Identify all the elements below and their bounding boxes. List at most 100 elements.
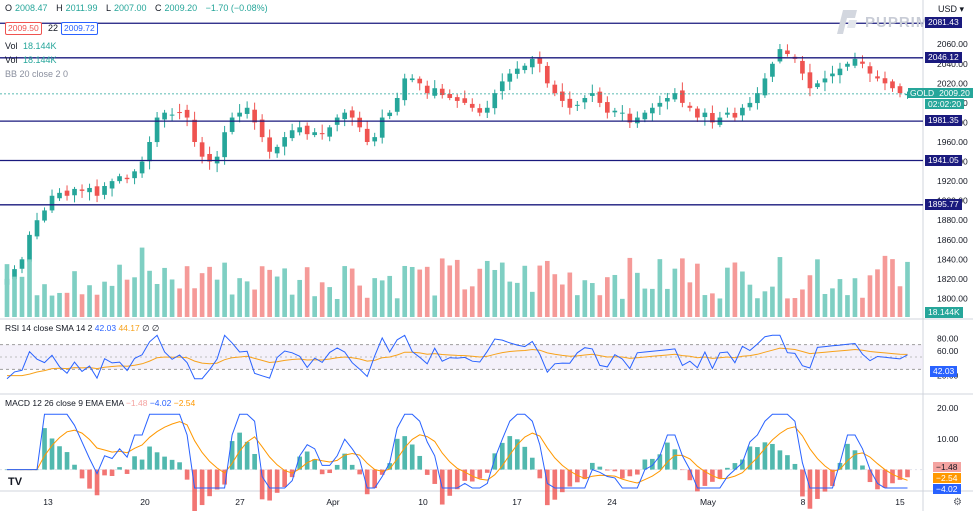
candle-body <box>64 190 70 196</box>
volume-bar <box>620 298 625 317</box>
currency-selector[interactable]: USD ▾ <box>938 4 964 15</box>
bb-indicator-label[interactable]: BB 20 close 2 0 <box>5 69 69 79</box>
candle-body <box>589 93 595 96</box>
volume-bar <box>199 273 205 317</box>
macd-hist-bar <box>807 469 813 509</box>
candle-body <box>559 91 565 101</box>
volume-bar <box>364 297 370 317</box>
macd-hist-bar <box>57 446 62 470</box>
candle-body <box>800 60 805 74</box>
volume-bar <box>394 298 400 317</box>
volume-bar <box>822 293 828 317</box>
volume-bar <box>162 267 167 317</box>
volume-bar <box>109 285 115 317</box>
candle-body <box>87 187 92 193</box>
candle-body <box>867 66 873 74</box>
macd-hist-bar <box>447 469 453 496</box>
candle-body <box>529 58 535 68</box>
candle-body <box>109 181 115 189</box>
volume-bar <box>499 262 505 317</box>
volume-bar <box>57 292 62 317</box>
ohlc-o: O 2008.47 <box>5 3 48 13</box>
y-tick-label: 2060.00 <box>937 39 968 49</box>
candle-body <box>124 177 130 180</box>
macd-hist-bar <box>297 456 302 470</box>
macd-hist-bar <box>432 469 438 484</box>
volume-bar <box>177 288 182 317</box>
volume-bar <box>402 265 408 317</box>
macd-hist-bar <box>259 469 265 500</box>
candle-body <box>229 117 235 132</box>
volume-bar <box>79 294 85 317</box>
volume-bar <box>34 295 40 317</box>
candle-body <box>349 110 355 118</box>
volume-bar <box>672 268 678 317</box>
tradingview-logo-icon: TV <box>8 476 23 488</box>
macd-hist-bar <box>867 469 873 483</box>
candle-body <box>507 73 513 82</box>
candle-body <box>409 78 415 81</box>
macd-hist-bar <box>642 459 648 470</box>
volume-bar <box>42 284 47 317</box>
volume-bar <box>207 266 212 317</box>
candle-body <box>702 112 708 118</box>
y-tick-label: 1800.00 <box>937 293 968 303</box>
candle-body <box>379 117 385 138</box>
candle-body <box>815 83 820 88</box>
macd-hist-bar <box>875 469 880 490</box>
volume-bar <box>845 295 850 317</box>
macd-hist-bar <box>747 446 753 470</box>
macd-hist-bar <box>612 469 618 472</box>
y-tick-label: 2040.00 <box>937 59 968 69</box>
candle-body <box>57 192 62 199</box>
candle-body <box>890 81 895 89</box>
macd-hist-bar <box>394 438 400 470</box>
candle-body <box>387 112 393 117</box>
macd-hist-bar <box>732 463 738 470</box>
macd-hist-bar <box>87 469 92 489</box>
volume-bar <box>342 266 348 317</box>
candle-body <box>665 98 670 102</box>
y-tick-label: 2020.00 <box>937 78 968 88</box>
candle-body <box>897 86 903 94</box>
volume-bar <box>94 294 100 317</box>
candle-body <box>49 195 55 211</box>
macd-hist-bar <box>102 469 107 476</box>
volume-bar <box>192 288 197 317</box>
candle-body <box>34 220 40 237</box>
volume-bar <box>229 294 235 317</box>
volume-bar <box>12 276 17 317</box>
rsi-tick-label: 80.00 <box>937 333 959 343</box>
macd-signal-value: −2.54 <box>173 398 196 408</box>
macd-hist-bar <box>199 469 205 506</box>
candle-body <box>154 117 160 143</box>
rsi-label[interactable]: RSI 14 close SMA 14 2 42.03 44.17 ∅ ∅ <box>5 323 159 334</box>
ask-box[interactable]: 2009.72 <box>61 22 98 35</box>
candle-body <box>905 93 910 96</box>
candle-body <box>177 112 182 114</box>
volume-bar <box>597 295 603 317</box>
macd-hist-bar <box>94 469 100 496</box>
volume-bar <box>222 262 227 317</box>
candle-body <box>222 132 227 158</box>
macd-label[interactable]: MACD 12 26 close 9 EMA EMA −1.48 −4.02 −… <box>5 398 195 408</box>
volume-bar <box>72 271 77 317</box>
candle-body <box>860 61 865 64</box>
price-level-label: 1981.35 <box>925 115 962 127</box>
countdown-tag: 02:02:20 <box>925 98 965 109</box>
bid-box[interactable]: 2009.50 <box>5 22 42 35</box>
x-tick-label: 10 <box>418 497 428 507</box>
ohlc-h: H 2011.99 <box>56 3 98 13</box>
volume-bar <box>650 288 655 317</box>
ohlc-l: L 2007.00 <box>105 3 147 13</box>
volume-bar <box>657 259 663 317</box>
ohlc-c: C 2009.20 <box>155 3 198 13</box>
x-tick-label: 15 <box>895 497 905 507</box>
volume-bar <box>777 257 783 317</box>
macd-hist-bar <box>687 469 693 481</box>
logo-text: PUPRIME <box>865 14 941 31</box>
macd-hist-bar <box>574 469 580 483</box>
volume-bar <box>469 286 475 317</box>
candle-body <box>537 57 543 64</box>
volume-bar <box>687 282 693 317</box>
